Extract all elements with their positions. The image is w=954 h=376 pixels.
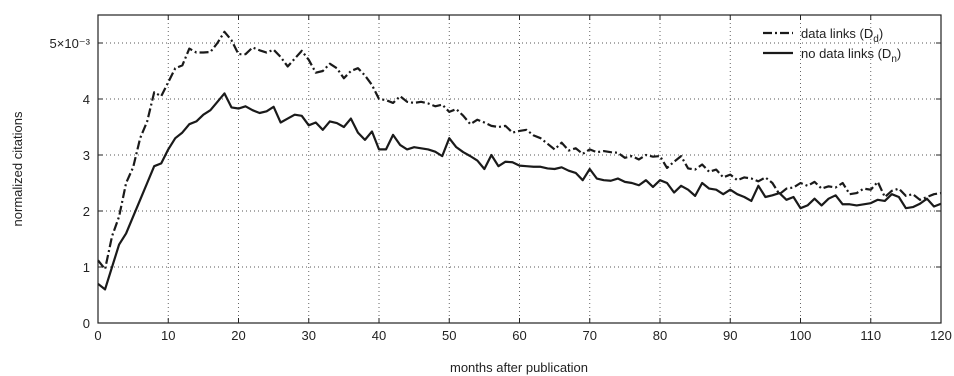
legend: data links (Dd)no data links (Dn) xyxy=(763,26,901,65)
axis-ticks: 0 10 20 30 40 50 60 70 80 90 100 110 120 0 1 2 3 4 5×10⁻³ xyxy=(50,15,952,343)
plot-frame xyxy=(97,14,942,324)
x-tick-label: 20 xyxy=(231,328,245,343)
x-tick-label: 40 xyxy=(372,328,386,343)
series-group xyxy=(97,30,942,291)
x-tick-label: 10 xyxy=(161,328,175,343)
x-tick-label: 80 xyxy=(653,328,667,343)
y-axis-title: normalized citations xyxy=(10,111,25,226)
y-tick-label: 0 xyxy=(83,316,90,331)
legend-label-no-data-links: no data links (Dn) xyxy=(801,46,901,65)
x-tick-label: 70 xyxy=(583,328,597,343)
x-tick-label: 90 xyxy=(723,328,737,343)
x-tick-label: 100 xyxy=(790,328,812,343)
x-tick-label: 110 xyxy=(860,328,881,343)
legend-label-data-links: data links (Dd) xyxy=(801,26,883,45)
y-tick-label: 3 xyxy=(83,148,90,163)
y-tick-label: 5×10⁻³ xyxy=(50,36,91,51)
x-axis-title: months after publication xyxy=(450,360,588,375)
x-tick-label: 120 xyxy=(930,328,952,343)
series-line-no-data-links xyxy=(97,92,942,291)
x-tick-label: 30 xyxy=(302,328,316,343)
series-line-data-links xyxy=(97,30,942,271)
x-tick-label: 50 xyxy=(442,328,456,343)
y-tick-label: 1 xyxy=(83,260,90,275)
grid xyxy=(98,15,941,323)
y-tick-label: 2 xyxy=(83,204,90,219)
y-tick-label: 4 xyxy=(83,92,90,107)
x-tick-label: 60 xyxy=(512,328,526,343)
x-tick-label: 0 xyxy=(94,328,101,343)
